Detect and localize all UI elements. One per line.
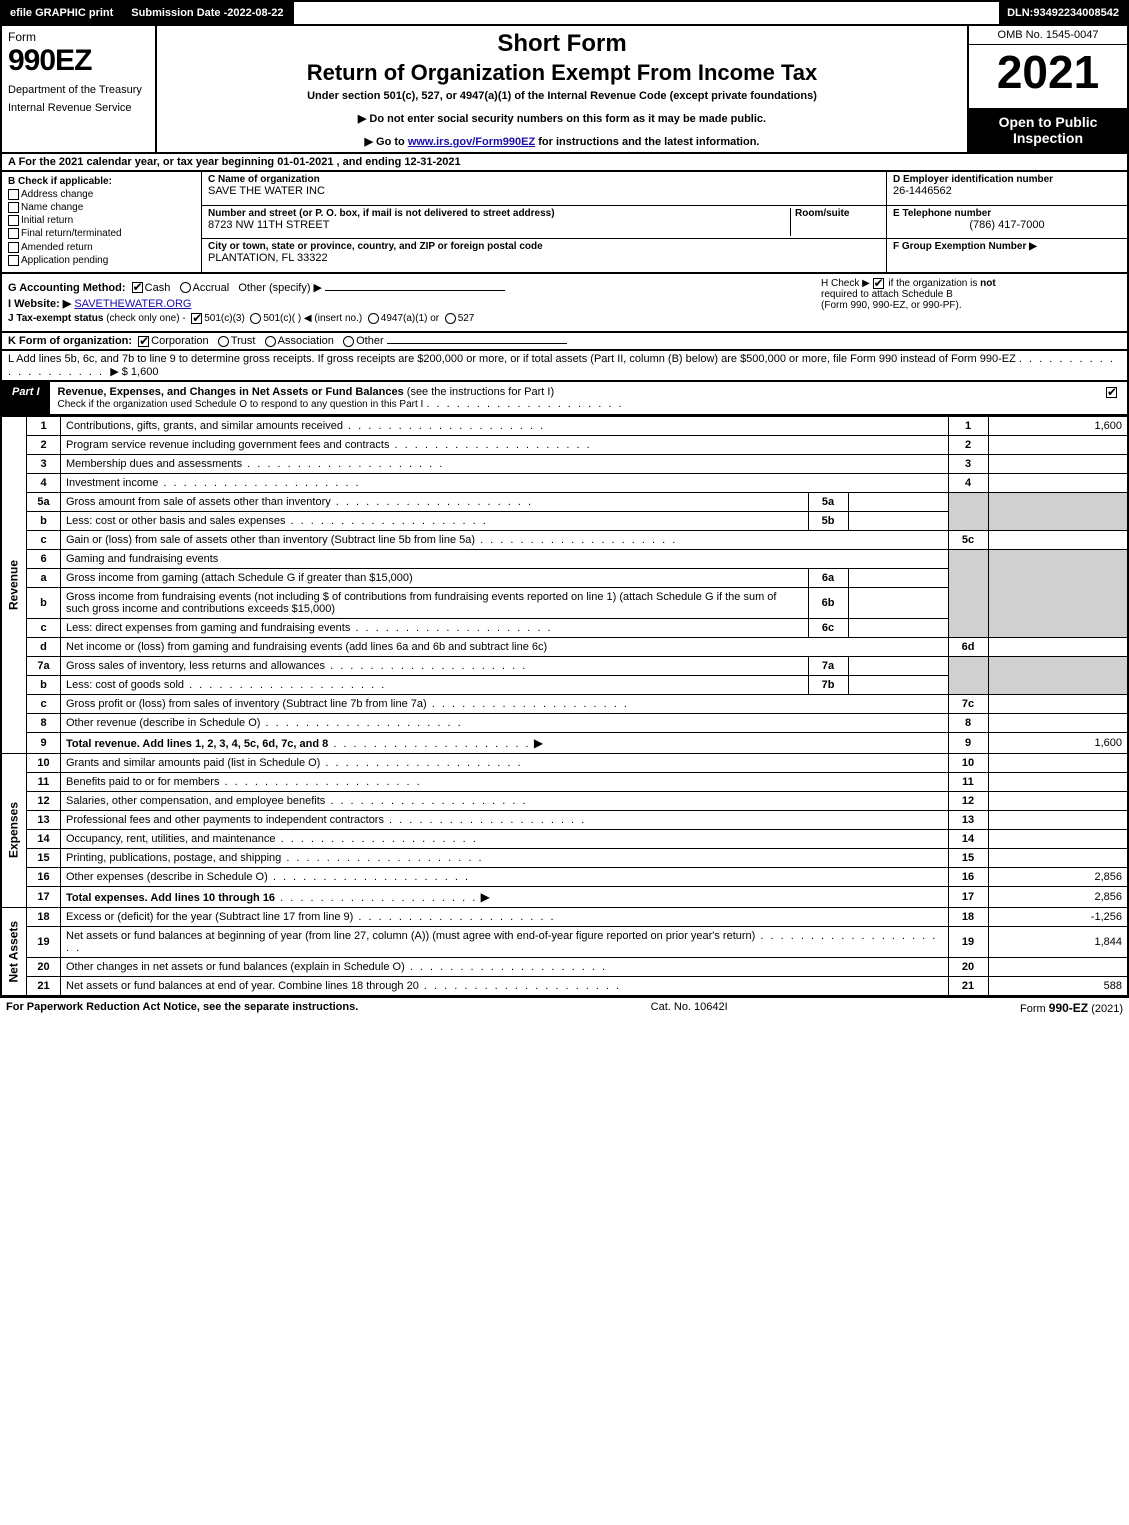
b-header: B Check if applicable: xyxy=(8,176,195,187)
org-city: PLANTATION, FL 33322 xyxy=(208,252,880,264)
line-1-value: 1,600 xyxy=(988,416,1128,435)
b-opt-initial-return[interactable]: Initial return xyxy=(8,215,195,226)
return-title: Return of Organization Exempt From Incom… xyxy=(167,60,957,86)
subtitle: Under section 501(c), 527, or 4947(a)(1)… xyxy=(167,90,957,102)
header-left: Form 990EZ Department of the Treasury In… xyxy=(2,26,157,152)
b-opt-final-return[interactable]: Final return/terminated xyxy=(8,228,195,239)
section-h: H Check ▶ if the organization is not req… xyxy=(821,278,1121,311)
website-link[interactable]: SAVETHEWATER.ORG xyxy=(74,298,191,310)
k-assoc-radio[interactable] xyxy=(265,336,276,347)
netassets-side-label: Net Assets xyxy=(1,907,27,996)
j-501c3-checkbox[interactable] xyxy=(191,313,202,324)
dln: DLN: 93492234008542 xyxy=(999,2,1127,24)
section-l: L Add lines 5b, 6c, and 7b to line 9 to … xyxy=(0,351,1129,382)
line-num: 1 xyxy=(27,416,61,435)
other-expenses: 2,856 xyxy=(988,867,1128,886)
f-group-label: F Group Exemption Number ▶ xyxy=(893,241,1121,252)
submission-date: Submission Date - 2022-08-22 xyxy=(123,2,293,24)
b-opt-address-change[interactable]: Address change xyxy=(8,189,195,200)
c-name-label: C Name of organization xyxy=(208,174,880,185)
dept-treasury: Department of the Treasury xyxy=(8,84,149,96)
section-bcdef: B Check if applicable: Address change Na… xyxy=(0,172,1129,274)
cat-no: Cat. No. 10642I xyxy=(651,1001,728,1015)
c-addr-label: Number and street (or P. O. box, if mail… xyxy=(208,208,790,219)
gross-receipts: 1,600 xyxy=(131,366,159,378)
section-ghij: H Check ▶ if the organization is not req… xyxy=(0,274,1129,333)
org-address: 8723 NW 11TH STREET xyxy=(208,219,790,231)
total-revenue: 1,600 xyxy=(988,732,1128,753)
b-opt-name-change[interactable]: Name change xyxy=(8,202,195,213)
top-bar: efile GRAPHIC print Submission Date - 20… xyxy=(0,0,1129,26)
section-j: J Tax-exempt status (check only one) - 5… xyxy=(8,313,1121,324)
part-i-tag: Part I xyxy=(2,382,50,414)
h-checkbox[interactable] xyxy=(873,278,884,289)
part-i-schedule-o-checkbox[interactable] xyxy=(1106,387,1117,398)
short-form-title: Short Form xyxy=(167,30,957,58)
header-right: OMB No. 1545-0047 2021 Open to Public In… xyxy=(967,26,1127,152)
g-cash-checkbox[interactable] xyxy=(132,282,143,293)
efile-label: efile GRAPHIC print xyxy=(2,2,123,24)
b-opt-pending[interactable]: Application pending xyxy=(8,255,195,266)
line-a: A For the 2021 calendar year, or tax yea… xyxy=(0,154,1129,172)
b-opt-amended[interactable]: Amended return xyxy=(8,242,195,253)
d-ein-label: D Employer identification number xyxy=(893,174,1121,185)
form-number: 990EZ xyxy=(8,44,149,78)
tax-year: 2021 xyxy=(969,45,1127,108)
form-footer: Form 990-EZ (2021) xyxy=(1020,1001,1123,1015)
expenses-side-label: Expenses xyxy=(1,753,27,907)
form-word: Form xyxy=(8,30,149,44)
ein-value: 26-1446562 xyxy=(893,185,1121,197)
c-city-label: City or town, state or province, country… xyxy=(208,241,880,252)
section-c: C Name of organization SAVE THE WATER IN… xyxy=(202,172,887,272)
e-tel-label: E Telephone number xyxy=(893,208,1121,219)
section-k: K Form of organization: Corporation Trus… xyxy=(0,333,1129,351)
dept-irs: Internal Revenue Service xyxy=(8,102,149,114)
g-accrual-radio[interactable] xyxy=(180,282,191,293)
form-header: Form 990EZ Department of the Treasury In… xyxy=(0,26,1129,154)
part-i-table: Revenue 1 Contributions, gifts, grants, … xyxy=(0,416,1129,997)
header-mid: Short Form Return of Organization Exempt… xyxy=(157,26,967,152)
j-527-radio[interactable] xyxy=(445,313,456,324)
revenue-side-label: Revenue xyxy=(1,416,27,753)
part-i-title: Revenue, Expenses, and Changes in Net As… xyxy=(50,382,1098,414)
excess-deficit: -1,256 xyxy=(988,907,1128,926)
open-to-public: Open to Public Inspection xyxy=(969,108,1127,152)
ending-assets: 588 xyxy=(988,976,1128,996)
note-goto: ▶ Go to www.irs.gov/Form990EZ for instru… xyxy=(167,135,957,148)
omb-number: OMB No. 1545-0047 xyxy=(969,26,1127,45)
total-expenses: 2,856 xyxy=(988,886,1128,907)
k-trust-radio[interactable] xyxy=(218,336,229,347)
irs-link[interactable]: www.irs.gov/Form990EZ xyxy=(408,136,535,148)
k-other-radio[interactable] xyxy=(343,336,354,347)
org-name: SAVE THE WATER INC xyxy=(208,185,880,197)
note-ssn: ▶ Do not enter social security numbers o… xyxy=(167,112,957,125)
section-def: D Employer identification number 26-1446… xyxy=(887,172,1127,272)
room-label: Room/suite xyxy=(795,208,880,219)
k-corp-checkbox[interactable] xyxy=(138,336,149,347)
section-b: B Check if applicable: Address change Na… xyxy=(2,172,202,272)
paperwork-notice: For Paperwork Reduction Act Notice, see … xyxy=(6,1001,358,1015)
j-4947-radio[interactable] xyxy=(368,313,379,324)
telephone: (786) 417-7000 xyxy=(893,219,1121,231)
page-footer: For Paperwork Reduction Act Notice, see … xyxy=(0,997,1129,1018)
beginning-assets: 1,844 xyxy=(988,926,1128,957)
part-i-header: Part I Revenue, Expenses, and Changes in… xyxy=(0,382,1129,416)
j-501c-radio[interactable] xyxy=(250,313,261,324)
